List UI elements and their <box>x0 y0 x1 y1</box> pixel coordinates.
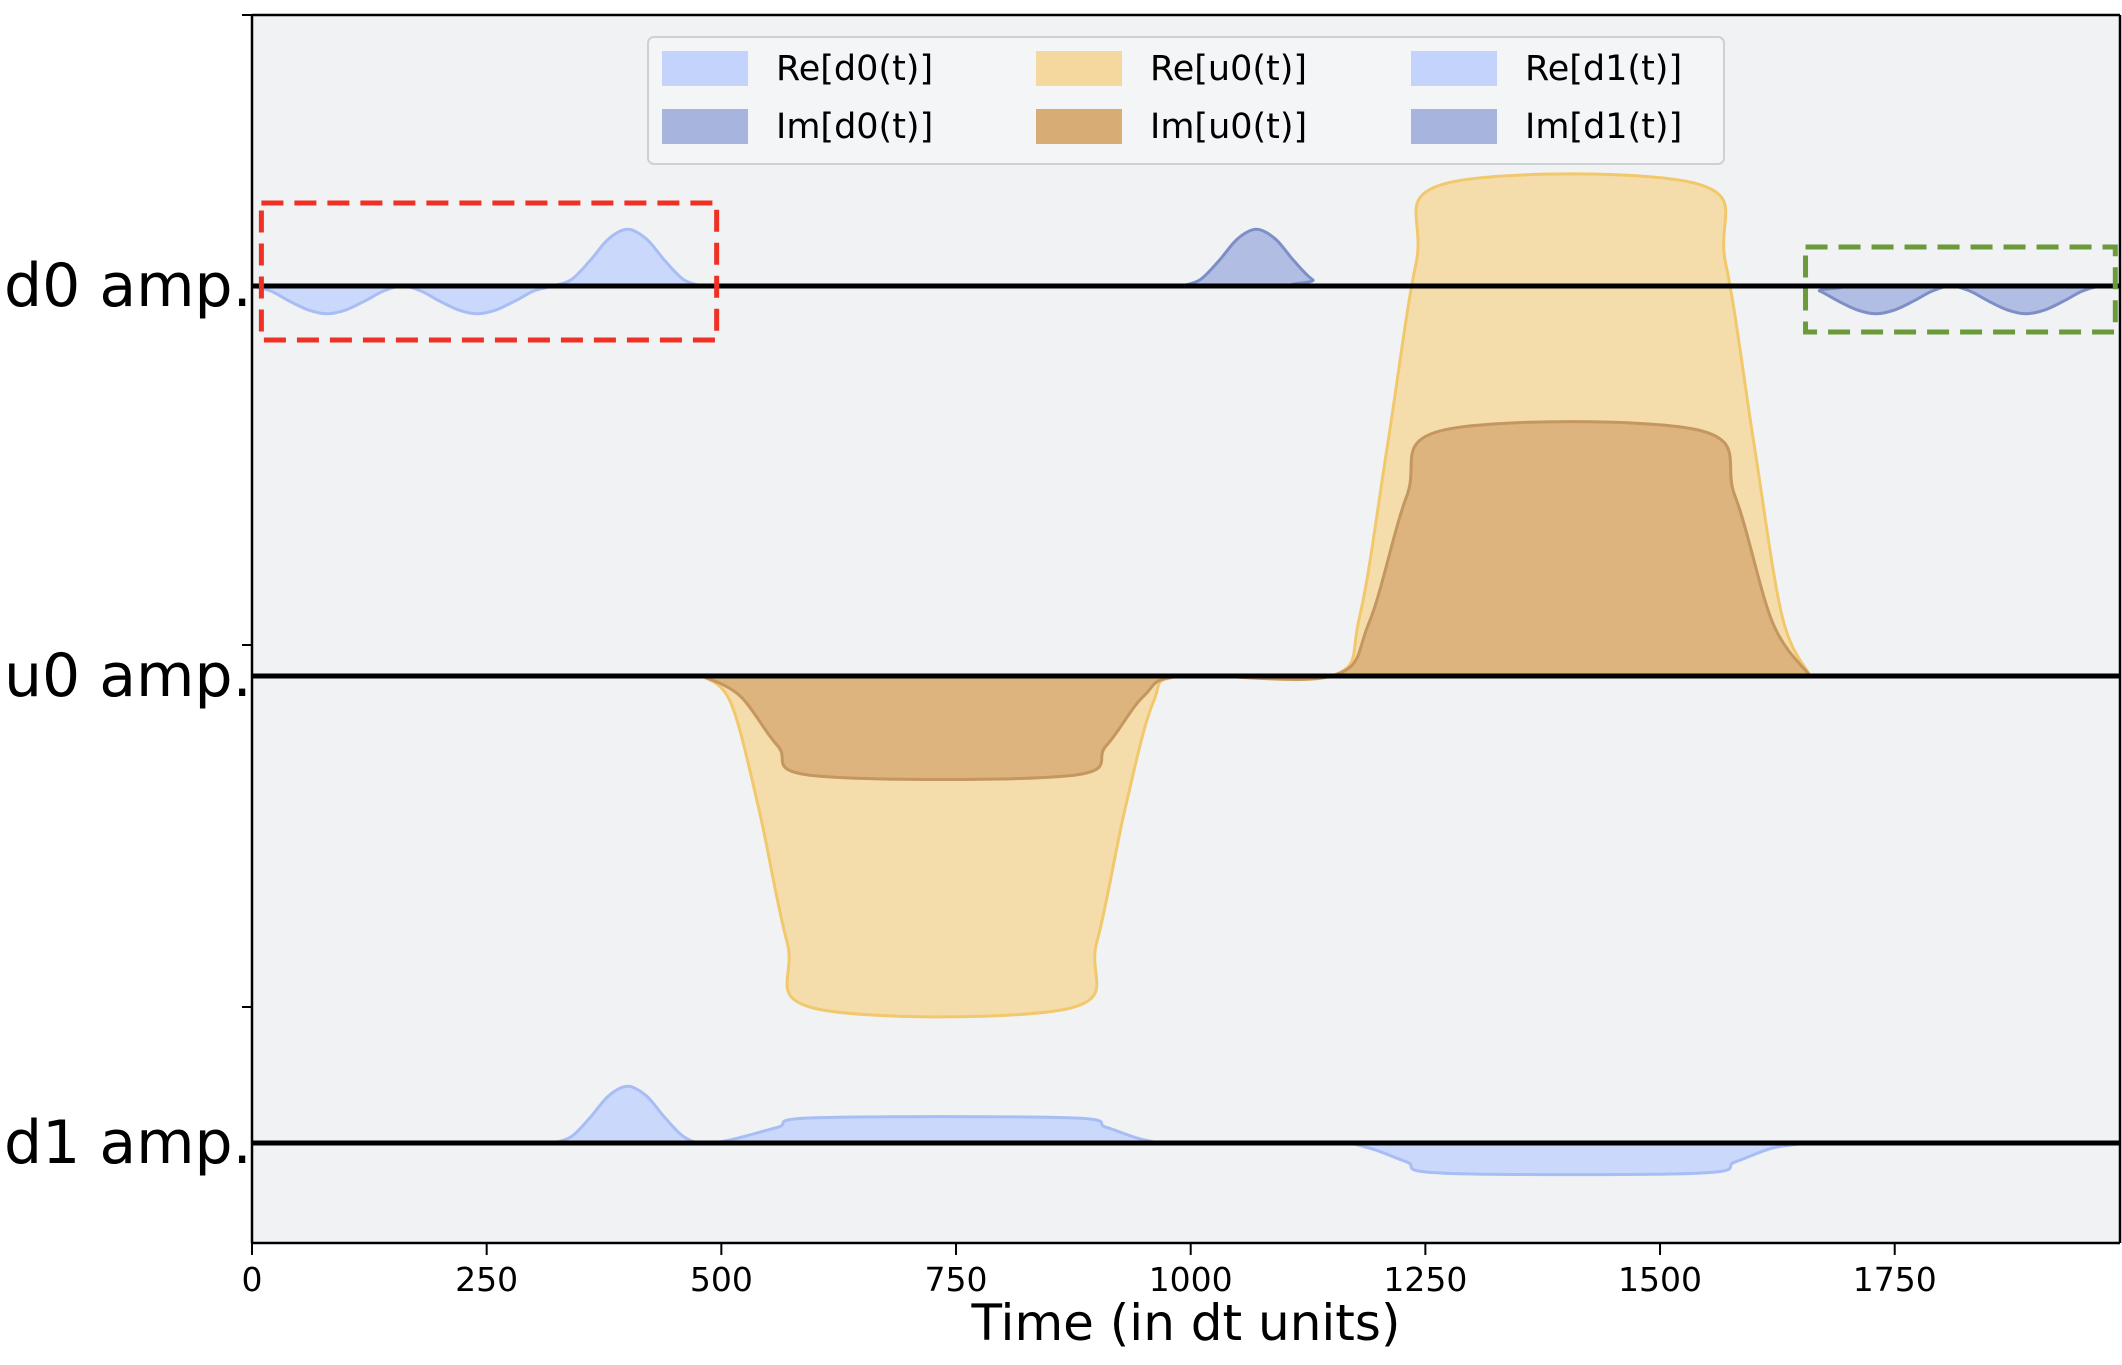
legend-label-Im[d1(t)]: Im[d1(t)] <box>1525 107 1682 147</box>
legend: Re[d0(t)] Im[d0(t)] Re[u0(t)] Im[u0(t)] Re[d… <box>647 36 1725 165</box>
legend-label-Im[d0(t)]: Im[d0(t)] <box>776 107 933 147</box>
x-tick-label: 750 <box>925 1260 988 1299</box>
series-line-Im[d0(t)] <box>1180 227 2121 316</box>
plot-background <box>252 15 2120 1243</box>
legend-swatch-Im[u0(t)] <box>1036 109 1122 144</box>
legend-label-Re[u0(t)]: Re[u0(t)] <box>1150 49 1307 89</box>
x-tick-label: 1500 <box>1618 1260 1702 1299</box>
x-tick-label: 250 <box>455 1260 518 1299</box>
series-line-Re[d1(t)] <box>551 1084 1811 1177</box>
legend-swatch-Im[d0(t)] <box>662 109 748 144</box>
x-tick-label: 500 <box>690 1260 753 1299</box>
annotation-box-2 <box>1803 244 2118 335</box>
axis-layer <box>242 13 2122 1245</box>
series-line-Re[d0(t)] <box>251 227 704 316</box>
channel-label-d1: d1 amp. <box>4 1108 252 1178</box>
baseline-layer <box>252 283 2120 1146</box>
legend-label-Re[d0(t)]: Re[d0(t)] <box>776 49 933 89</box>
x-tick-label: 1250 <box>1383 1260 1467 1299</box>
series-area-Re[u0(t)] <box>702 173 1811 1017</box>
legend-swatch-Re[u0(t)] <box>1036 51 1122 86</box>
series-area-Im[d0(t)] <box>1181 229 2120 314</box>
series-area-Re[d1(t)] <box>552 1086 1811 1175</box>
annotation-layer <box>258 200 2118 343</box>
series-area-Re[d0(t)] <box>252 229 703 314</box>
legend-swatch-Re[d1(t)] <box>1411 51 1497 86</box>
legend-swatch-Re[d0(t)] <box>662 51 748 86</box>
series-area-Im[u0(t)] <box>702 421 1811 780</box>
x-axis-title: Time (in dt units) <box>971 1294 1401 1352</box>
x-tick-label: 0 <box>242 1260 263 1299</box>
legend-label-Im[u0(t)]: Im[u0(t)] <box>1150 107 1307 147</box>
label-layer: d0 amp. u0 amp. d1 amp. 0 250 500 750 1000 1250 1… <box>4 251 1937 1352</box>
legend-label-Re[d1(t)]: Re[d1(t)] <box>1525 49 1682 89</box>
x-tick-label: 1750 <box>1853 1260 1937 1299</box>
channel-label-d0: d0 amp. <box>4 251 252 321</box>
x-tick-label: 1000 <box>1149 1260 1233 1299</box>
channel-label-u0: u0 amp. <box>4 641 252 711</box>
legend-swatch-Im[d1(t)] <box>1411 109 1497 144</box>
area-layer <box>251 172 2121 1177</box>
